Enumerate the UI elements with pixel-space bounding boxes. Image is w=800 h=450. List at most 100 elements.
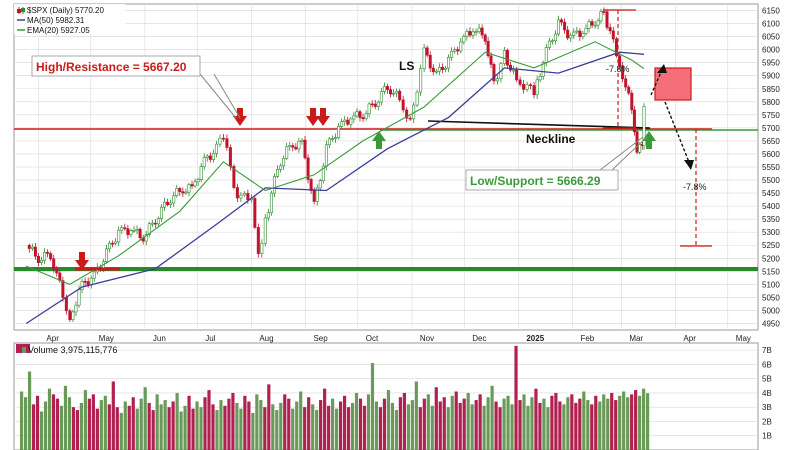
candle-body [159, 206, 163, 219]
price-tick-label: 6150 [762, 7, 780, 16]
price-tick-label: 5150 [762, 267, 780, 276]
candle-body [135, 228, 139, 231]
volume-bar [554, 392, 558, 450]
volume-bar [175, 392, 179, 450]
volume-bar [378, 407, 383, 450]
volume-bar [498, 407, 502, 450]
volume-bar [546, 407, 550, 450]
candle-body [208, 155, 212, 160]
volume-tick-label: 7B [762, 346, 772, 355]
candle-body [346, 119, 350, 125]
candle-body [373, 103, 377, 107]
volume-bar [614, 400, 618, 450]
candle-body [509, 64, 513, 71]
candle-body [642, 106, 646, 146]
candle-body [129, 230, 133, 235]
candle-body [318, 180, 322, 189]
candle-body [225, 138, 229, 148]
candle-body [43, 251, 47, 261]
volume-bar [159, 404, 163, 450]
date-tick-label: Aug [259, 334, 273, 343]
volume-bar [398, 397, 402, 450]
candle-body [263, 217, 267, 244]
volume-bar [155, 394, 159, 450]
candle-body [502, 50, 506, 64]
candle-body [321, 165, 325, 181]
candle-body [232, 166, 236, 188]
price-tick-label: 6000 [762, 46, 780, 55]
candle-body [550, 40, 554, 43]
candle-body [300, 139, 304, 142]
volume-bar [350, 402, 355, 450]
volume-bar [191, 408, 195, 450]
candle-body [572, 31, 576, 36]
candle-body [621, 65, 625, 80]
candle-body [358, 111, 362, 118]
green-up-arrow-icon [372, 131, 386, 141]
volume-bar [482, 405, 486, 450]
candle-body [522, 84, 526, 90]
date-tick-label: Jul [205, 334, 215, 343]
price-tick-label: 5400 [762, 202, 780, 211]
volume-bar [486, 397, 490, 450]
volume-bar [406, 404, 410, 450]
volume-tick-label: 3B [762, 403, 772, 412]
candle-body [169, 202, 173, 205]
candlesticks [27, 7, 646, 322]
volume-bar [171, 401, 175, 450]
candle-body [434, 70, 438, 73]
candle-body [532, 85, 536, 96]
date-tick-label: Apr [46, 334, 59, 343]
volume-bar [39, 411, 44, 450]
candle-body [415, 91, 419, 106]
volume-bar [386, 390, 391, 450]
price-tick-label: 5600 [762, 150, 780, 159]
volume-bar [67, 397, 72, 450]
volume-legend: Volume 3,975,115,776 [16, 344, 117, 355]
volume-bar [187, 395, 191, 450]
candle-body [235, 187, 239, 199]
candle-body [256, 227, 260, 254]
candle-body [77, 289, 81, 306]
volume-bar [470, 404, 474, 450]
candle-body [92, 271, 96, 279]
volume-bar [430, 405, 434, 450]
candle-body [214, 143, 218, 154]
volume-bar [215, 410, 219, 450]
volume-bar [231, 392, 235, 450]
volume-bar [307, 397, 311, 450]
candle-body [175, 188, 179, 197]
volume-bar [390, 402, 395, 450]
candle-body [117, 229, 121, 243]
candle-body [111, 242, 115, 245]
volume-bar [446, 407, 450, 450]
candle-body [379, 91, 383, 103]
candle-body [611, 30, 615, 40]
candle-body [221, 137, 225, 140]
candle-body [425, 47, 429, 56]
candle-body [228, 147, 232, 167]
volume-bar [319, 400, 323, 450]
candle-body [395, 90, 399, 94]
candle-body [376, 101, 380, 107]
neckline [427, 120, 651, 129]
candle-body [443, 67, 447, 70]
candle-body [553, 33, 557, 42]
candle-body [71, 311, 75, 320]
candle-body [518, 79, 522, 85]
volume-bar [91, 394, 95, 450]
volume-bar [327, 405, 331, 450]
volume-bar [311, 404, 315, 450]
volume-bar [251, 412, 255, 450]
volume-bar [598, 401, 602, 450]
volume-bar [490, 385, 494, 450]
volume-bar [83, 390, 87, 450]
volume-bar [103, 395, 107, 450]
date-tick-label: Dec [472, 334, 486, 343]
candle-body [178, 188, 182, 192]
volume-bar [163, 400, 167, 450]
volume-bar [147, 402, 151, 450]
price-tick-label: 5850 [762, 85, 780, 94]
price-tick-label: 5900 [762, 72, 780, 81]
